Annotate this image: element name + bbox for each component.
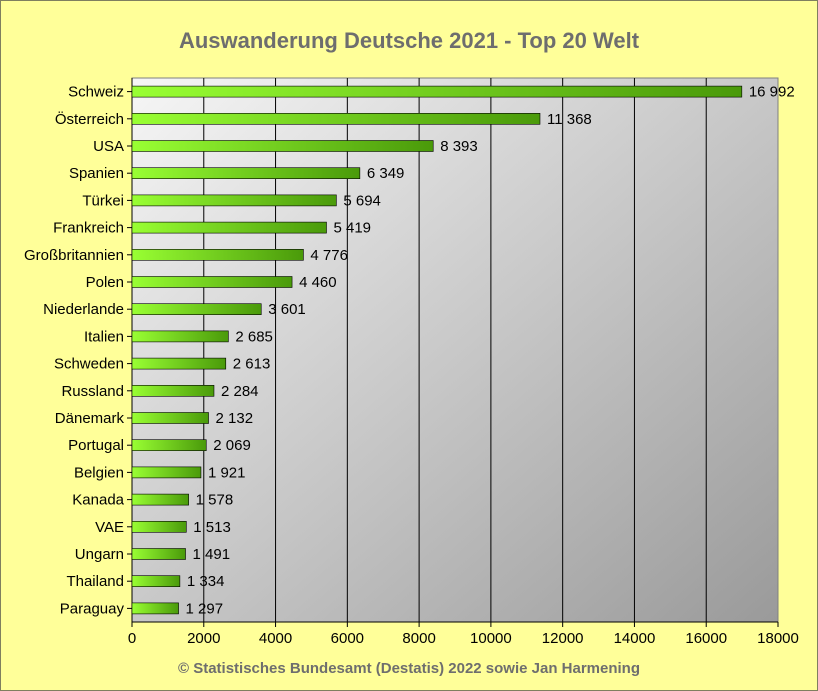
x-tick-label: 18000 [757, 630, 799, 647]
bar [131, 412, 209, 424]
category-label: Dänemark [55, 410, 125, 427]
data-label: 4 460 [299, 274, 337, 291]
bar [131, 548, 186, 560]
x-tick-label: 14000 [614, 630, 656, 647]
plot-area [131, 77, 779, 623]
bar [131, 439, 207, 452]
bar [131, 466, 202, 479]
data-label: 11 368 [547, 111, 592, 128]
bar [131, 575, 181, 588]
bar [131, 167, 361, 179]
data-label: 1 297 [186, 600, 224, 617]
data-label: 2 613 [233, 356, 271, 373]
category-label: USA [93, 138, 124, 155]
data-label: 2 685 [235, 328, 273, 345]
data-label: 4 776 [310, 247, 348, 264]
data-label: 1 491 [193, 546, 231, 563]
category-label: Schweiz [68, 84, 124, 101]
data-label: 2 284 [221, 383, 259, 400]
x-tick-label: 6000 [331, 630, 364, 647]
category-label: Kanada [72, 492, 124, 509]
category-label: Großbritannien [24, 247, 124, 264]
x-tick-label: 2000 [187, 630, 220, 647]
bar [131, 140, 434, 152]
x-tick-label: 16000 [685, 630, 727, 647]
category-label: Frankreich [53, 220, 124, 237]
x-tick-label: 4000 [259, 630, 292, 647]
category-label: Paraguay [60, 600, 125, 617]
data-label: 16 992 [749, 84, 795, 101]
x-tick-label: 8000 [402, 630, 435, 647]
data-label: 2 069 [213, 437, 251, 454]
bar [131, 249, 304, 261]
bar [131, 113, 541, 125]
bar [131, 85, 743, 98]
category-label: Portugal [68, 437, 124, 454]
copyright-footer: © Statistisches Bundesamt (Destatis) 202… [177, 660, 641, 677]
category-label: Italien [84, 328, 124, 345]
category-label: Russland [61, 383, 124, 400]
category-label: Polen [86, 274, 124, 291]
data-label: 6 349 [367, 165, 405, 182]
category-label: Spanien [69, 165, 124, 182]
x-tick-label: 12000 [542, 630, 584, 647]
data-label: 2 132 [216, 410, 254, 427]
data-label: 5 419 [333, 220, 371, 237]
category-label: Österreich [55, 110, 124, 128]
data-label: 1 578 [196, 492, 234, 509]
category-label: Belgien [74, 464, 124, 481]
x-tick-label: 0 [128, 630, 136, 647]
category-label: VAE [95, 519, 124, 536]
bar [131, 384, 215, 397]
category-label: Thailand [66, 573, 124, 590]
data-label: 8 393 [440, 138, 478, 155]
bar [131, 520, 187, 533]
chart-title: Auswanderung Deutsche 2021 - Top 20 Welt [178, 28, 640, 53]
bar [131, 493, 189, 506]
data-label: 1 921 [208, 464, 246, 481]
category-label: Schweden [54, 356, 124, 373]
bar [131, 357, 227, 370]
category-label: Niederlande [43, 301, 124, 318]
x-tick-label: 10000 [470, 630, 512, 647]
bar [131, 303, 262, 316]
data-label: 1 334 [187, 573, 225, 590]
data-label: 5 694 [343, 192, 381, 209]
bar [131, 602, 179, 615]
category-label: Türkei [82, 192, 124, 209]
data-label: 3 601 [268, 301, 306, 318]
bar [131, 194, 337, 207]
data-label: 1 513 [193, 519, 231, 536]
category-label: Ungarn [75, 546, 124, 563]
bar [131, 276, 293, 288]
bar [131, 221, 327, 234]
bar [131, 330, 229, 343]
